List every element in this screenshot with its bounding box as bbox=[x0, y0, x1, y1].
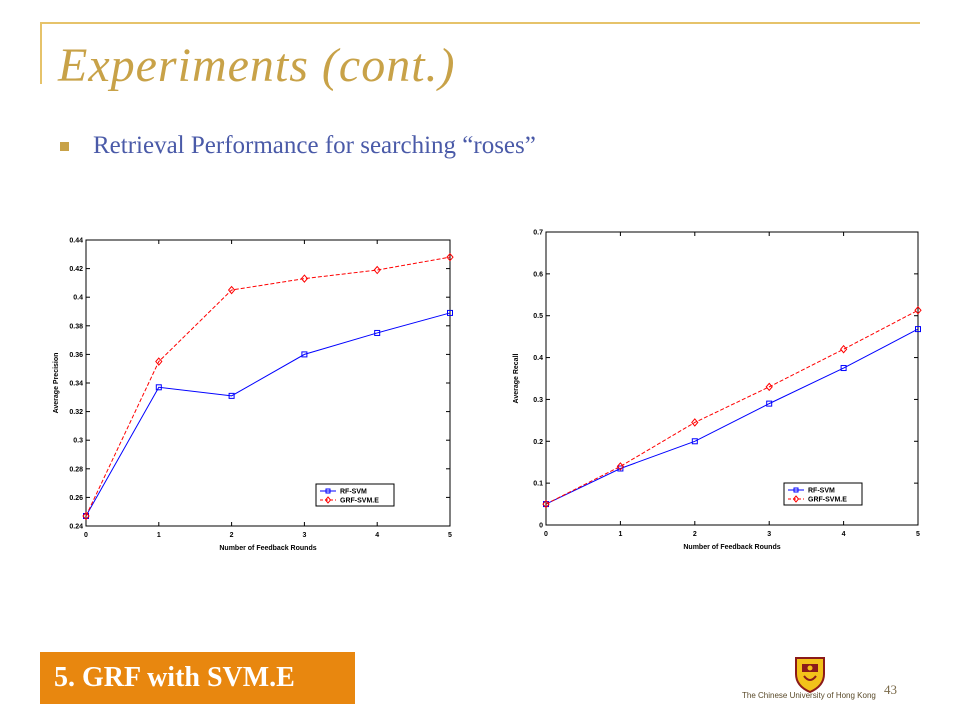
recall-chart: 0 1 2 3 4 5 0 0.1 0.2 0.3 0.4 0.5 0.6 0.7 Number of Fe… bbox=[513, 230, 922, 551]
legend-marker bbox=[324, 496, 332, 504]
legend-marker bbox=[325, 488, 331, 494]
data-point bbox=[915, 326, 921, 333]
legend-label: GRF-SVM.E bbox=[340, 498, 379, 505]
y-tick-label: 0.34 bbox=[69, 381, 83, 388]
precision-chart: 0 1 2 3 4 5 0.24 0.26 0.28 0.3 0.32 0.34 0.36 0.38 0.4… bbox=[53, 238, 454, 552]
plot-frame bbox=[85, 239, 451, 527]
legend-label: GRF-SVM.E bbox=[808, 497, 847, 504]
y-tick-label: 0.36 bbox=[69, 352, 83, 359]
y-tick-label: 0.32 bbox=[69, 409, 83, 416]
x-tick-label: 3 bbox=[302, 532, 306, 539]
data-point bbox=[447, 309, 453, 316]
x-tick-label: 5 bbox=[916, 531, 920, 538]
data-point bbox=[766, 400, 773, 407]
y-tick-label: 0.44 bbox=[69, 238, 83, 245]
y-tick-label: 0.2 bbox=[533, 439, 543, 446]
bullet-text: Retrieval Performance for searching “ros… bbox=[93, 132, 536, 159]
x-axis-label: Number of Feedback Rounds bbox=[683, 544, 780, 551]
x-tick-label: 4 bbox=[375, 532, 379, 539]
series-line-1 bbox=[85, 256, 451, 517]
y-tick-label: 0.3 bbox=[73, 438, 83, 445]
data-point bbox=[300, 274, 309, 283]
x-tick-label: 0 bbox=[84, 532, 88, 539]
series-line-0 bbox=[545, 328, 919, 505]
slide-title: Experiments (cont.) bbox=[58, 39, 456, 92]
data-point bbox=[914, 306, 922, 315]
y-tick-label: 0.28 bbox=[69, 466, 83, 473]
legend-marker bbox=[793, 487, 799, 493]
data-point bbox=[446, 252, 454, 262]
x-tick-label: 4 bbox=[842, 531, 846, 538]
section-footer: 5. GRF with SVM.E bbox=[40, 652, 355, 704]
data-point bbox=[228, 392, 235, 399]
data-point bbox=[691, 438, 698, 445]
data-point bbox=[616, 462, 625, 471]
legend-marker bbox=[792, 495, 800, 503]
page-number: 43 bbox=[884, 682, 897, 697]
university-name: The Chinese University of Hong Kong bbox=[742, 691, 876, 700]
y-tick-label: 0.38 bbox=[69, 323, 83, 330]
university-crest-icon bbox=[795, 657, 825, 694]
y-tick-label: 0.24 bbox=[69, 524, 83, 531]
y-tick-label: 0.1 bbox=[533, 481, 543, 488]
bullet-item: Retrieval Performance for searching “ros… bbox=[60, 132, 536, 160]
x-tick-label: 5 bbox=[448, 532, 452, 539]
data-point bbox=[374, 329, 381, 336]
data-point bbox=[155, 357, 163, 366]
x-tick-label: 1 bbox=[157, 532, 161, 539]
y-tick-label: 0.4 bbox=[533, 355, 543, 362]
data-point bbox=[301, 351, 308, 358]
series-line-1 bbox=[545, 309, 919, 505]
plot-frame bbox=[545, 231, 919, 526]
data-point bbox=[840, 365, 847, 372]
y-tick-label: 0.4 bbox=[73, 295, 83, 302]
data-point bbox=[373, 265, 381, 275]
data-point bbox=[691, 418, 699, 427]
x-tick-label: 2 bbox=[230, 532, 234, 539]
x-tick-label: 3 bbox=[767, 531, 771, 538]
series-line-0 bbox=[85, 312, 451, 517]
x-axis-label: Number of Feedback Rounds bbox=[219, 545, 316, 552]
y-tick-label: 0.7 bbox=[533, 230, 543, 237]
data-point bbox=[839, 344, 848, 354]
data-point bbox=[765, 382, 773, 392]
y-axis-label: Average Precision bbox=[53, 353, 60, 414]
top-frame-line bbox=[40, 22, 920, 24]
bullet-square-icon bbox=[60, 141, 69, 151]
left-frame-line bbox=[40, 22, 42, 84]
data-point bbox=[82, 511, 90, 521]
y-tick-label: 0.5 bbox=[533, 313, 543, 320]
y-axis-label: Average Recall bbox=[513, 353, 520, 403]
data-point bbox=[155, 384, 162, 391]
data-point bbox=[617, 465, 624, 472]
x-tick-label: 1 bbox=[618, 531, 622, 538]
data-point bbox=[227, 285, 236, 295]
y-tick-label: 0.26 bbox=[69, 495, 83, 502]
y-tick-label: 0.42 bbox=[69, 266, 83, 273]
data-point bbox=[542, 499, 550, 509]
legend-label: RF-SVM bbox=[340, 489, 367, 496]
y-tick-label: 0.3 bbox=[533, 397, 543, 404]
y-tick-label: 0.6 bbox=[533, 271, 543, 278]
legend-label: RF-SVM bbox=[808, 488, 835, 495]
x-tick-label: 2 bbox=[693, 531, 697, 538]
y-tick-label: 0 bbox=[539, 523, 543, 530]
x-tick-label: 0 bbox=[544, 531, 548, 538]
section-footer-label: 5. GRF with SVM.E bbox=[54, 662, 295, 693]
